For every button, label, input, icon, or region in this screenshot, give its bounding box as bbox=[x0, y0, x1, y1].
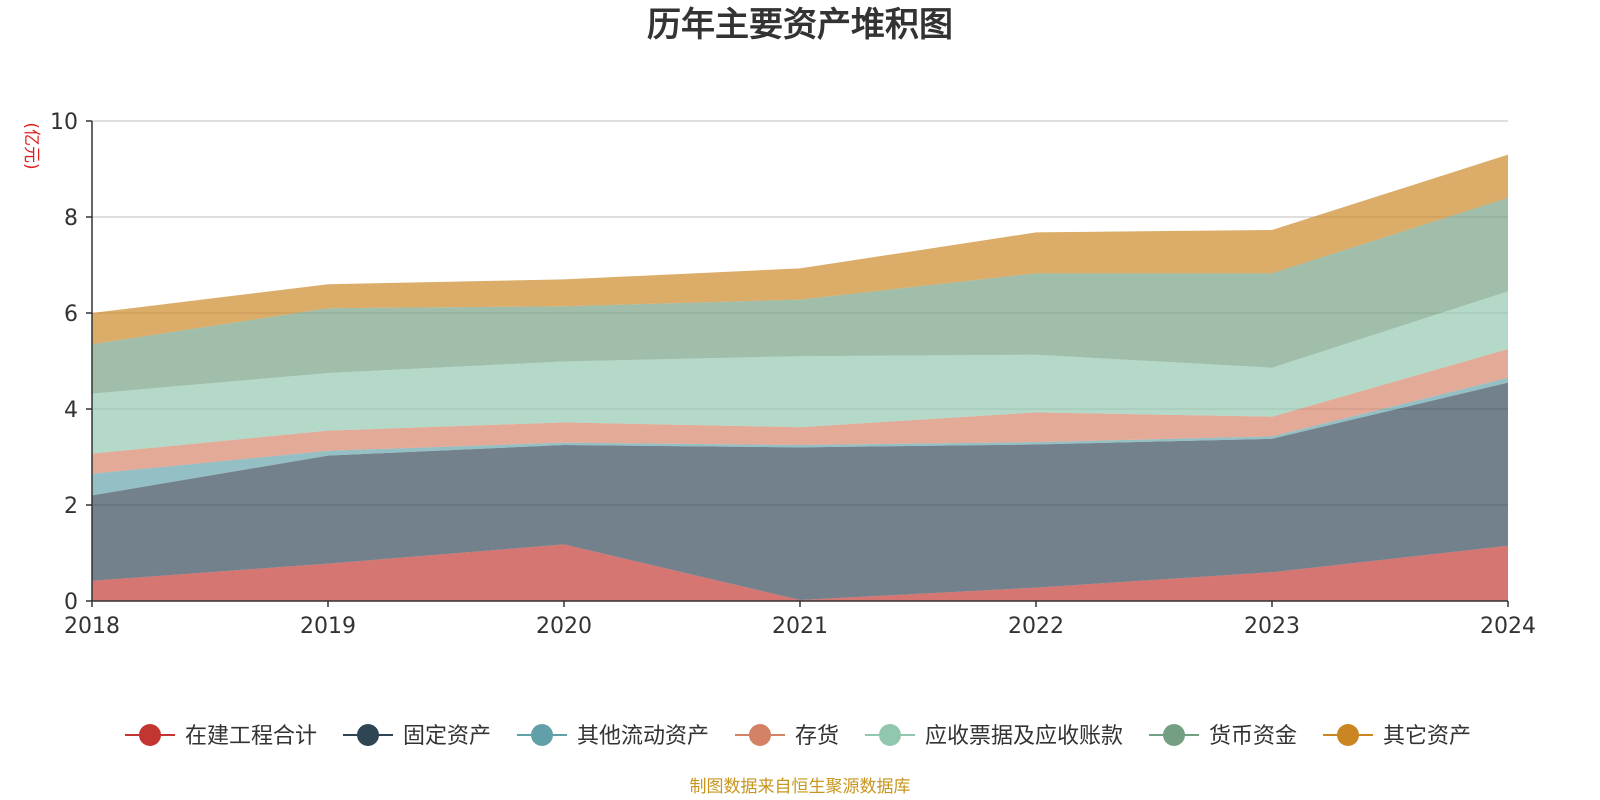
legend-item-0[interactable]: 在建工程合计 bbox=[125, 724, 317, 749]
legend-label: 固定资产 bbox=[403, 724, 491, 749]
y-tick-label: 0 bbox=[64, 590, 78, 615]
legend-item-3[interactable]: 存货 bbox=[735, 724, 839, 749]
y-axis-unit-label: (亿元) bbox=[21, 122, 41, 169]
area-series-1 bbox=[92, 382, 1508, 600]
legend-marker bbox=[749, 724, 771, 746]
area-series-4 bbox=[92, 291, 1508, 454]
area-series-5 bbox=[92, 197, 1508, 394]
legend-item-4[interactable]: 应收票据及应收账款 bbox=[865, 724, 1123, 749]
area-series-6 bbox=[92, 154, 1508, 345]
chart-title: 历年主要资产堆积图 bbox=[647, 5, 953, 45]
legend-item-2[interactable]: 其他流动资产 bbox=[517, 724, 709, 749]
legend-label: 在建工程合计 bbox=[185, 724, 317, 749]
x-tick-label: 2020 bbox=[536, 614, 592, 639]
legend[interactable]: 在建工程合计 固定资产 其他流动资产 存货 应收票据及应收账款 货币资金 其它资产 bbox=[125, 724, 1471, 749]
legend-marker bbox=[1337, 724, 1359, 746]
legend-label: 其它资产 bbox=[1383, 724, 1471, 749]
legend-marker bbox=[357, 724, 379, 746]
legend-marker bbox=[531, 724, 553, 746]
legend-label: 应收票据及应收账款 bbox=[925, 724, 1123, 749]
legend-item-5[interactable]: 货币资金 bbox=[1149, 724, 1297, 749]
y-tick-label: 6 bbox=[64, 302, 78, 327]
y-tick-label: 2 bbox=[64, 494, 78, 519]
legend-item-1[interactable]: 固定资产 bbox=[343, 724, 491, 749]
area-series-3 bbox=[92, 349, 1508, 474]
legend-label: 存货 bbox=[795, 724, 839, 749]
area-series-0 bbox=[92, 544, 1508, 601]
y-tick-label: 10 bbox=[50, 110, 78, 135]
x-tick-label: 2018 bbox=[64, 614, 120, 639]
y-tick-label: 4 bbox=[64, 398, 78, 423]
axes: 0 2 4 6 8 10 2018 2019 2020 2021 2022 2023 2024 bbox=[50, 110, 1536, 639]
legend-marker bbox=[879, 724, 901, 746]
legend-item-6[interactable]: 其它资产 bbox=[1323, 724, 1471, 749]
x-tick-label: 2023 bbox=[1244, 614, 1300, 639]
legend-label: 货币资金 bbox=[1209, 724, 1297, 749]
data-source-note: 制图数据来自恒生聚源数据库 bbox=[690, 777, 911, 797]
x-tick-label: 2022 bbox=[1008, 614, 1064, 639]
x-tick-label: 2024 bbox=[1480, 614, 1536, 639]
y-tick-label: 8 bbox=[64, 206, 78, 231]
legend-label: 其他流动资产 bbox=[577, 724, 709, 749]
area-series-group bbox=[92, 154, 1508, 601]
legend-marker bbox=[1163, 724, 1185, 746]
x-tick-label: 2021 bbox=[772, 614, 828, 639]
legend-marker bbox=[139, 724, 161, 746]
x-tick-label: 2019 bbox=[300, 614, 356, 639]
